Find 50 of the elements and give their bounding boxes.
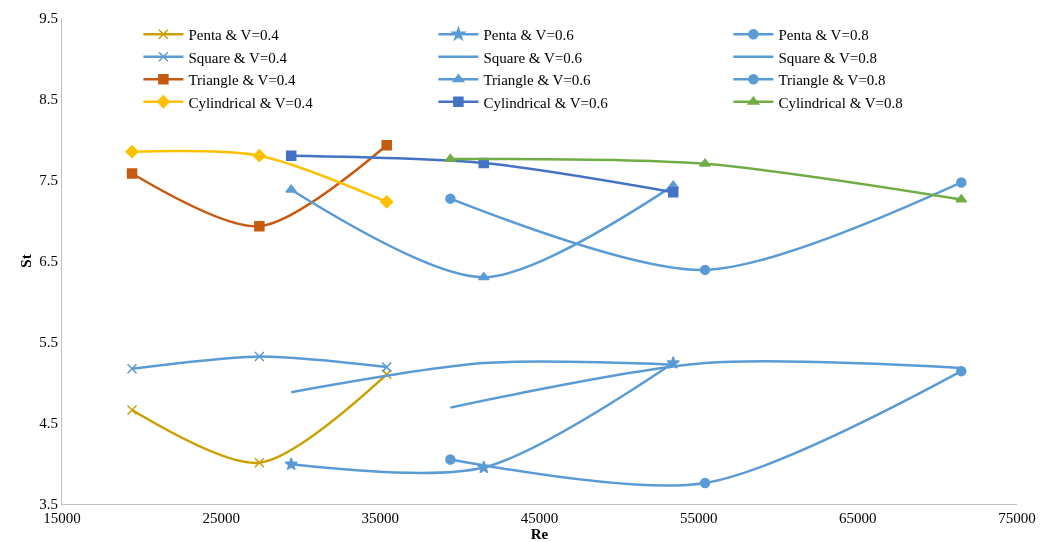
point (126, 168, 138, 179)
point (254, 220, 265, 232)
legend-label: Triangle & V=0.6 (483, 72, 592, 89)
y-axis-title: St (17, 254, 34, 268)
point (254, 351, 265, 362)
x-tick-label: 75000 (998, 510, 1036, 526)
y-tick-label: 4.5 (39, 415, 58, 432)
point (381, 139, 392, 151)
legend-label: Triangle & V=0.4 (188, 72, 297, 89)
point (667, 186, 679, 198)
point (445, 193, 456, 204)
y-tick-label: 8.5 (39, 91, 58, 108)
point (126, 404, 138, 416)
x-tick-label: 25000 (202, 510, 240, 526)
y-tick-label: 7.5 (39, 172, 58, 189)
y-tick-label: 9.5 (39, 10, 58, 27)
point (699, 477, 711, 489)
point (285, 150, 297, 161)
legend-label: Cylindrical & V=0.8 (778, 94, 903, 111)
legend-label: Penta & V=0.6 (483, 27, 575, 44)
point (380, 195, 394, 209)
point (125, 145, 139, 159)
x-tick-label: 65000 (839, 510, 877, 526)
legend-label: Square & V=0.8 (778, 49, 877, 66)
point (477, 271, 490, 281)
point (381, 361, 392, 373)
y-tick-label: 6.5 (39, 253, 58, 270)
point (284, 457, 298, 471)
point (445, 454, 456, 465)
legend-label: Penta & V=0.4 (188, 27, 280, 44)
y-tick-label: 5.5 (39, 334, 58, 351)
point (254, 457, 265, 468)
point (956, 177, 967, 188)
point (699, 158, 711, 167)
x-tick-label: 45000 (520, 510, 559, 526)
legend-label: Cylindrical & V=0.6 (483, 94, 609, 111)
x-axis-title: Re (530, 526, 549, 542)
legend-label: Square & V=0.4 (188, 49, 288, 66)
y-tick-label: 3.5 (39, 496, 58, 513)
legend-label: Penta & V=0.8 (778, 27, 869, 44)
x-tick-label: 15000 (43, 510, 81, 526)
legend-label: Square & V=0.6 (483, 49, 583, 66)
point (252, 149, 266, 163)
point (699, 264, 711, 276)
point (126, 363, 138, 374)
x-tick-label: 35000 (361, 510, 400, 526)
x-tick-label: 55000 (679, 510, 718, 526)
legend-label: Triangle & V=0.8 (778, 72, 886, 89)
point (381, 369, 392, 380)
legend-label: Cylindrical & V=0.4 (188, 94, 314, 111)
